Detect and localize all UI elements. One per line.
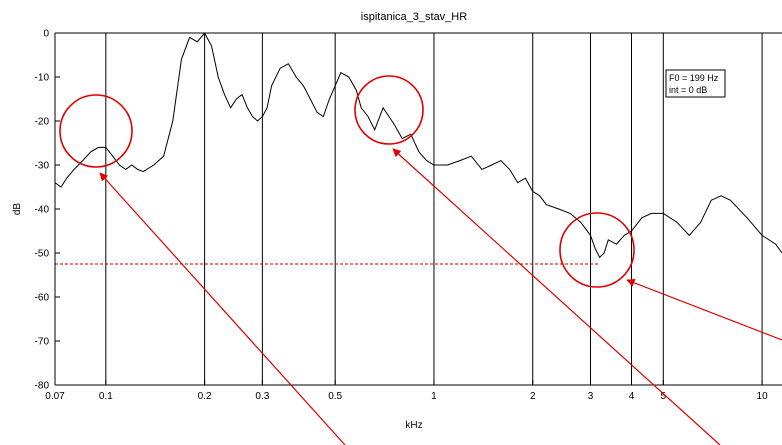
x-tick-label: 0.3 [255,391,269,402]
annotation-circle-low [59,94,133,168]
annotation-arrows [99,148,782,445]
chart-title: ispitanica_3_stav_HR [361,11,467,23]
series-group [55,33,782,259]
legend-int: int = 0 dB [669,85,707,95]
spectrum-line [55,33,782,259]
y-tick-label: -30 [35,161,50,172]
annotation-circles [59,75,635,288]
y-tick-label: 0 [43,29,49,40]
y-tick-label: -70 [35,337,50,348]
x-tick-label: 0.1 [99,391,113,402]
x-tick-label: 1 [431,391,437,402]
x-tick-label: 2 [530,391,536,402]
x-tick-label: 0.2 [198,391,212,402]
vertical-gridlines [105,33,763,385]
annotation-arrow-mid [392,148,721,445]
annotation-arrow-high [626,278,782,341]
x-tick-label: 4 [629,391,635,402]
y-tick-label: -50 [35,249,50,260]
x-axis-ticks: 0.07 0.1 0.2 0.3 0.5 1 2 3 4 5 10 [45,380,768,402]
y-tick-label: -60 [35,293,50,304]
x-tick-label: 10 [757,391,769,402]
annotation-arrow-low [99,172,346,445]
y-axis-ticks: 0 -10 -20 -30 -40 -50 -60 -70 -80 [35,29,60,392]
annotation-circle-mid [354,75,424,145]
y-tick-label: -40 [35,205,50,216]
legend-box: F0 = 199 Hz int = 0 dB [665,69,726,98]
y-tick-label: -10 [35,73,50,84]
x-tick-label: 5 [661,391,667,402]
y-tick-label: -20 [35,117,50,128]
x-tick-label: 0.5 [328,391,342,402]
x-axis-label: kHz [405,420,422,431]
y-tick-label: -80 [35,381,50,392]
annotation-circle-high [559,212,635,288]
y-axis-label: dB [12,203,23,216]
x-tick-label: 0.07 [45,391,65,402]
legend-f0: F0 = 199 Hz [669,73,719,83]
x-tick-label: 3 [588,391,594,402]
